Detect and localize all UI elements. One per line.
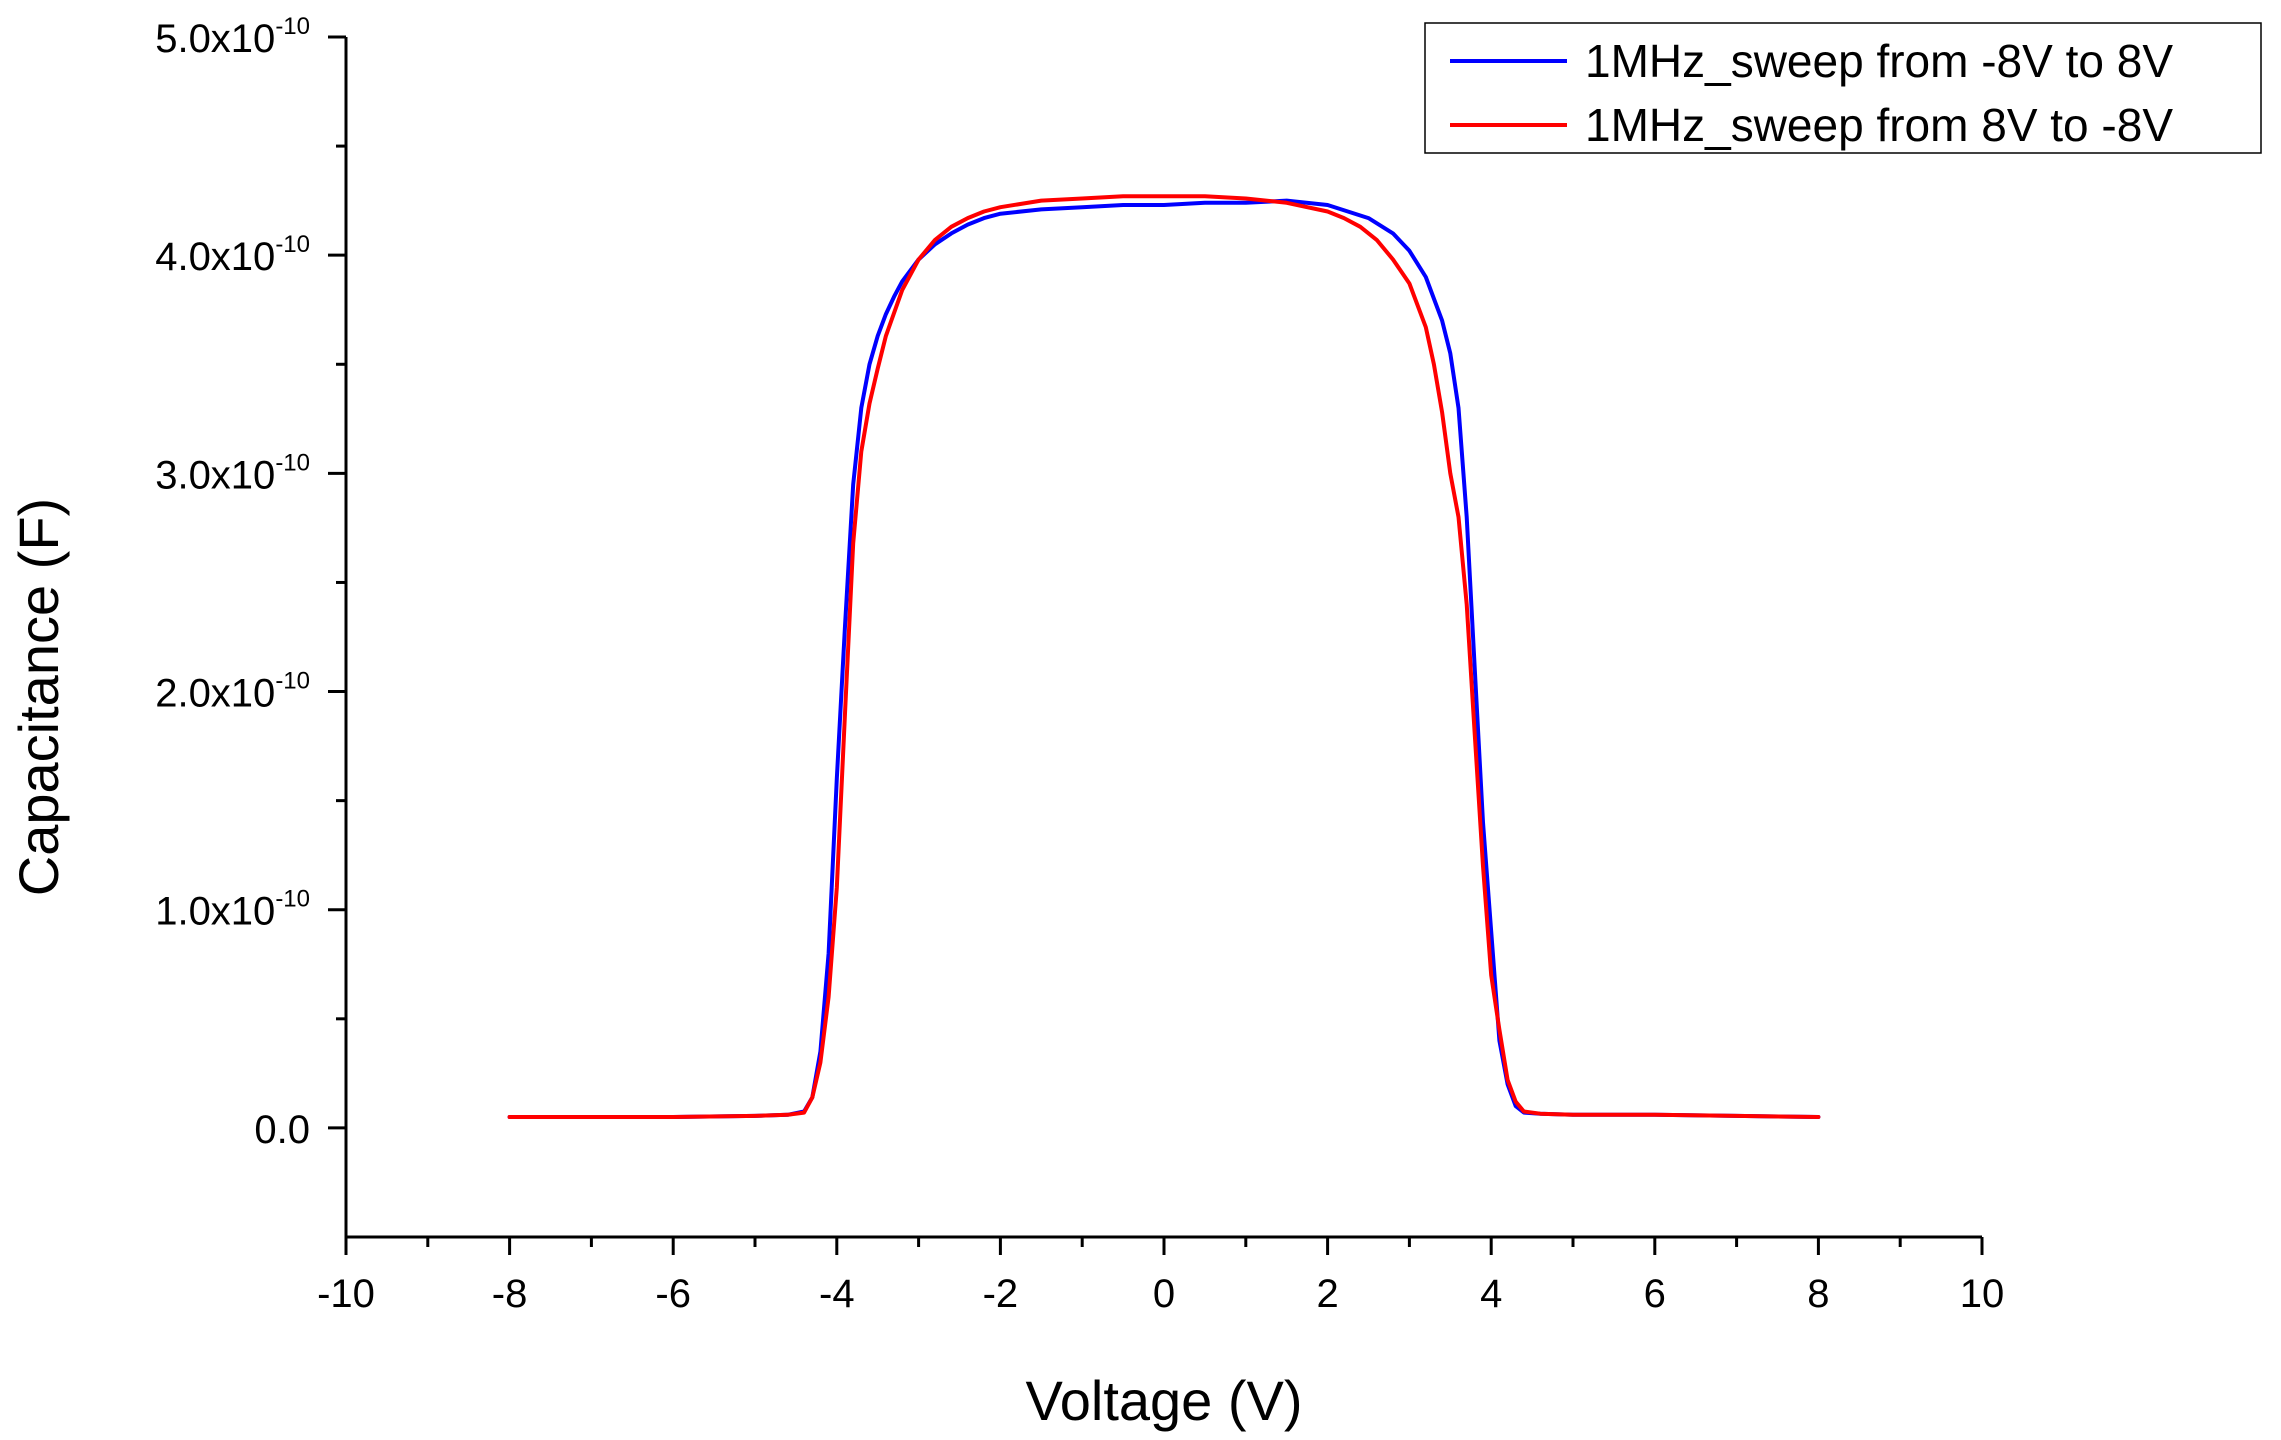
x-tick-label: 6 <box>1644 1272 1666 1316</box>
x-tick-label: 8 <box>1807 1272 1829 1316</box>
x-tick-label: 0 <box>1153 1272 1175 1316</box>
x-axis-title: Voltage (V) <box>1025 1369 1302 1432</box>
x-ticks: -10 -8 -6 -4 -2 0 2 4 6 8 10 <box>317 1237 2004 1316</box>
y-tick-label: 2.0x10-10 <box>155 668 310 716</box>
y-ticks: 0.0 1.0x10-10 2.0x10-10 3.0x10-10 4.0x10-10 5… <box>155 13 346 1152</box>
x-tick-label: 4 <box>1480 1272 1502 1316</box>
x-tick-label: 2 <box>1316 1272 1338 1316</box>
axes <box>344 37 1982 1239</box>
x-tick-label: 10 <box>1960 1272 2005 1316</box>
x-tick-label: -8 <box>492 1272 528 1316</box>
legend-box <box>1424 22 2262 154</box>
legend-label-2: 1MHz_sweep from 8V to -8V <box>1585 99 2173 151</box>
x-tick-label: -10 <box>317 1272 375 1316</box>
y-tick-label: 4.0x10-10 <box>155 231 310 279</box>
x-tick-label: -4 <box>819 1272 855 1316</box>
legend: 1MHz_sweep from -8V to 8V 1MHz_sweep from… <box>1424 22 2262 154</box>
y-tick-label: 3.0x10-10 <box>155 449 310 497</box>
x-tick-label: -6 <box>655 1272 691 1316</box>
y-tick-label: 1.0x10-10 <box>155 886 310 934</box>
y-axis-title: Capacitance (F) <box>7 498 70 896</box>
series-line-2 <box>507 194 1821 1119</box>
series-layer <box>507 194 1821 1119</box>
series-line-1 <box>507 198 1821 1119</box>
y-tick-label: 5.0x10-10 <box>155 13 310 61</box>
y-tick-label: 0.0 <box>254 1108 310 1152</box>
legend-label-1: 1MHz_sweep from -8V to 8V <box>1585 35 2173 87</box>
x-tick-label: -2 <box>983 1272 1019 1316</box>
